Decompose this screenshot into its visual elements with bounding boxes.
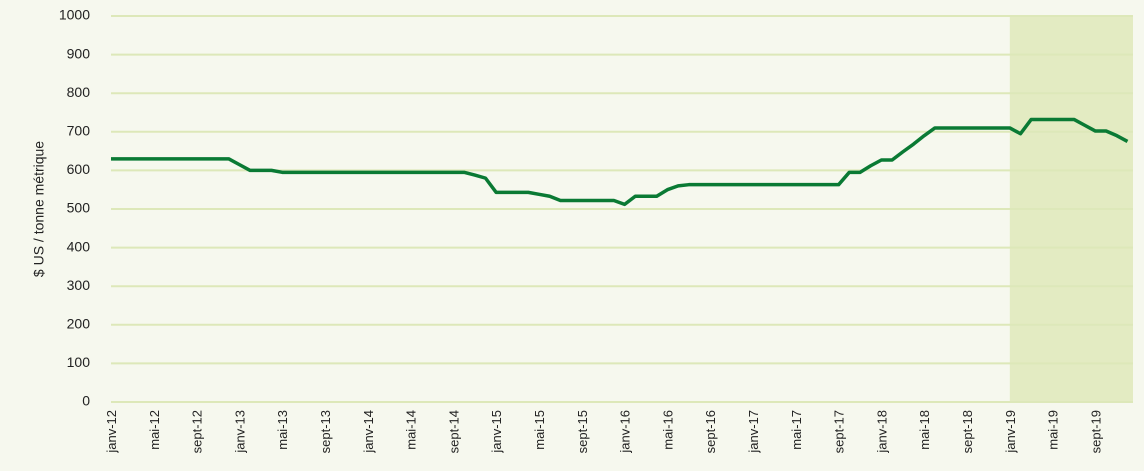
- x-tick-label: mai-14: [404, 410, 419, 450]
- x-tick-label: sept-19: [1088, 410, 1103, 453]
- x-tick-label: janv-14: [361, 410, 376, 454]
- x-tick-label: sept-15: [575, 410, 590, 453]
- y-tick-label: 500: [67, 200, 91, 216]
- x-tick-label: janv-15: [489, 410, 504, 454]
- y-tick-label: 700: [67, 123, 91, 139]
- y-tick-label: 800: [67, 84, 91, 100]
- x-tick-label: janv-13: [232, 410, 247, 454]
- x-tick-label: mai-19: [1046, 410, 1061, 450]
- y-tick-label: 600: [67, 161, 91, 177]
- x-tick-label: janv-12: [104, 410, 119, 454]
- y-tick-label: 200: [67, 316, 91, 332]
- x-tick-label: mai-18: [917, 410, 932, 450]
- x-tick-label: janv-16: [618, 410, 633, 454]
- y-tick-label: 400: [67, 238, 91, 254]
- x-tick-label: mai-15: [532, 410, 547, 450]
- x-tick-label: janv-19: [1003, 410, 1018, 454]
- y-tick-label: 300: [67, 277, 91, 293]
- y-axis-label: $ US / tonne métrique: [31, 141, 47, 277]
- x-tick-label: sept-16: [703, 410, 718, 453]
- y-tick-label: 900: [67, 45, 91, 61]
- x-tick-label: sept-12: [190, 410, 205, 453]
- x-tick-label: mai-12: [147, 410, 162, 450]
- x-tick-label: mai-13: [275, 410, 290, 450]
- x-tick-label: sept-13: [318, 410, 333, 453]
- y-tick-label: 100: [67, 354, 91, 370]
- x-tick-label: mai-17: [789, 410, 804, 450]
- x-tick-label: sept-14: [446, 410, 461, 453]
- y-tick-label: 1000: [59, 7, 90, 23]
- x-tick-label: janv-17: [746, 410, 761, 454]
- data-line: [111, 117, 1129, 207]
- x-tick-label: sept-17: [832, 410, 847, 453]
- y-tick-label: 0: [82, 393, 90, 409]
- x-tick-label: mai-16: [660, 410, 675, 450]
- x-tick-label: janv-18: [874, 410, 889, 454]
- x-tick-label: sept-18: [960, 410, 975, 453]
